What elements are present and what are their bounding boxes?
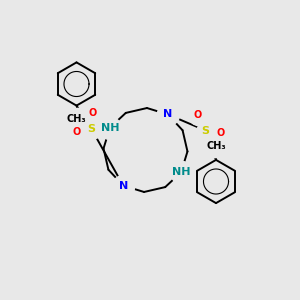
Text: S: S xyxy=(202,125,209,136)
Text: O: O xyxy=(216,128,225,139)
Text: CH₃: CH₃ xyxy=(206,141,226,152)
Text: NH: NH xyxy=(100,123,119,133)
Text: N: N xyxy=(118,181,128,190)
Text: O: O xyxy=(194,110,202,121)
Text: NH: NH xyxy=(172,167,190,177)
Text: O: O xyxy=(89,107,97,118)
Text: N: N xyxy=(163,110,172,119)
Text: CH₃: CH₃ xyxy=(67,114,86,124)
Text: O: O xyxy=(72,127,81,137)
Text: S: S xyxy=(88,124,95,134)
